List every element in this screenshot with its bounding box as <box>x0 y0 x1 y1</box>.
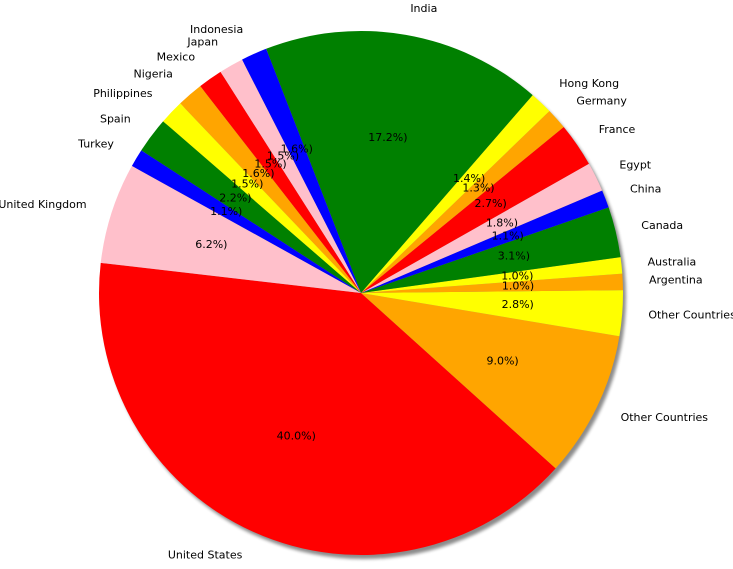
percent-label: 2.7%) <box>475 197 507 210</box>
percent-label: 1.8%) <box>486 216 518 229</box>
percent-label: 9.0%) <box>486 354 518 367</box>
pie-slice <box>361 290 623 337</box>
slice-label: United Kingdom <box>0 198 87 211</box>
slice-label: France <box>599 123 636 136</box>
pie-slice <box>141 121 361 293</box>
percent-label: 1.5%) <box>267 149 299 162</box>
slice-label: China <box>630 182 661 195</box>
pie-slice <box>163 103 361 293</box>
pie-slice <box>99 262 556 555</box>
slice-label: Argentina <box>649 274 703 287</box>
percent-label: 2.8%) <box>502 298 534 311</box>
percent-label: 1.0%) <box>502 279 534 292</box>
percent-label: 1.4%) <box>453 172 485 185</box>
slice-label: Nigeria <box>134 68 173 81</box>
percent-label: 1.5%) <box>231 177 263 190</box>
slice-label: Philippines <box>93 87 153 100</box>
pie-slice <box>361 273 623 293</box>
pie-slice <box>361 163 603 293</box>
slice-label: Germany <box>576 94 627 107</box>
slice-label: Mexico <box>157 50 196 63</box>
slice-label: Hong Kong <box>559 77 619 90</box>
pie-slice <box>361 207 621 293</box>
percent-label: 1.6%) <box>281 143 313 156</box>
pie-slice <box>100 165 362 293</box>
percent-label: 1.1%) <box>210 205 242 218</box>
pie-slice <box>180 86 361 293</box>
pie-slice <box>361 190 609 293</box>
pie-slice <box>361 95 550 294</box>
percent-label: 3.1%) <box>498 249 530 262</box>
pie-slice <box>361 110 564 293</box>
percent-label: 17.2%) <box>368 131 407 144</box>
pie-slice <box>266 30 533 293</box>
pie-slice <box>200 71 361 293</box>
pie-slice <box>361 293 620 469</box>
slice-label: Spain <box>100 113 131 126</box>
slice-label: India <box>410 2 437 15</box>
slice-label: Other Countries <box>621 411 709 424</box>
pie-slice <box>361 127 589 294</box>
percent-label: 1.1%) <box>492 230 524 243</box>
slice-label: Other Countries <box>648 308 733 321</box>
pie-slice <box>220 59 361 294</box>
percent-label: 1.0%) <box>501 269 533 282</box>
slice-label: Indonesia <box>190 23 243 36</box>
percent-label: 2.2%) <box>219 191 251 204</box>
pie-slice <box>241 48 361 293</box>
percent-label: 1.6%) <box>242 167 274 180</box>
slice-label: Canada <box>641 219 683 232</box>
percent-label: 1.5%) <box>254 157 286 170</box>
pie-slice <box>361 257 623 293</box>
pie-slice <box>131 150 361 293</box>
slice-label: Japan <box>186 36 218 49</box>
percent-label: 6.2%) <box>195 238 227 251</box>
slice-label: Turkey <box>77 138 114 151</box>
slice-label: Egypt <box>619 158 651 171</box>
slice-label: Australia <box>648 256 697 269</box>
percent-label: 1.3%) <box>462 182 494 195</box>
slice-label: United States <box>168 549 243 562</box>
percent-label: 40.0%) <box>277 429 316 442</box>
